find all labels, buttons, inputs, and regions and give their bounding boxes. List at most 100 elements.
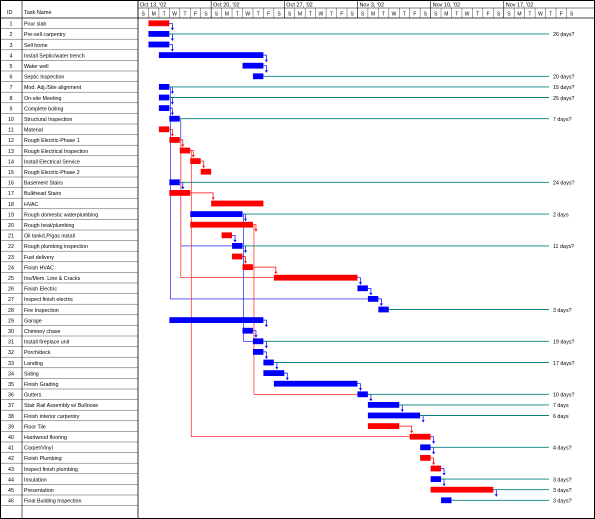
task-bar[interactable] bbox=[430, 476, 442, 482]
table-row[interactable]: 30 Chimney chase bbox=[0, 329, 138, 337]
task-bar[interactable] bbox=[169, 179, 180, 186]
task-bar[interactable] bbox=[367, 296, 379, 302]
day-letter: S bbox=[277, 12, 281, 18]
table-row[interactable]: 21 Oil tank/LP/gas install bbox=[0, 234, 138, 241]
table-row[interactable]: 29 Garage bbox=[0, 318, 138, 326]
task-bar[interactable] bbox=[242, 62, 264, 69]
table-row[interactable]: 40 Hardwood flooring bbox=[0, 435, 138, 443]
task-bar[interactable] bbox=[367, 402, 400, 408]
table-row[interactable]: 3 Sell home bbox=[0, 43, 138, 50]
table-row[interactable]: 12 Rough Electric-Phase 1 bbox=[0, 138, 138, 146]
table-row[interactable]: 4 Install Septic/water trench bbox=[0, 53, 138, 61]
critical-task-bar[interactable] bbox=[430, 465, 442, 472]
task-bar[interactable] bbox=[263, 359, 274, 366]
table-row[interactable]: 9 Complete boiling bbox=[0, 106, 138, 114]
table-row[interactable]: 20 Rough heat/plumbing bbox=[0, 223, 138, 231]
table-row[interactable]: 38 Finish interior carpentry bbox=[0, 414, 138, 421]
task-name: Inspect finish electric bbox=[24, 297, 74, 303]
task-bar[interactable] bbox=[357, 285, 368, 292]
table-row[interactable]: 13 Rough Electrical Inspection bbox=[0, 149, 138, 156]
table-row[interactable]: 28 Fire Inspection bbox=[0, 308, 138, 315]
task-bar[interactable] bbox=[357, 391, 368, 398]
table-row[interactable]: 27 Inspect finish electric bbox=[0, 297, 138, 305]
table-row[interactable]: 35 Finish Grading bbox=[0, 382, 138, 390]
table-row[interactable]: 11 Material bbox=[0, 128, 138, 135]
task-name: Chimney chase bbox=[24, 329, 61, 335]
task-bar[interactable] bbox=[158, 52, 264, 58]
table-row[interactable]: 7 Mod. Adj./Site alignment bbox=[0, 85, 138, 93]
table-row[interactable]: 5 Water well bbox=[0, 64, 138, 72]
table-row[interactable]: 43 Inspect finish plumbing bbox=[0, 467, 138, 474]
table-row[interactable]: 1 Pour slab bbox=[0, 22, 138, 29]
task-bar[interactable] bbox=[242, 327, 253, 334]
critical-task-bar[interactable] bbox=[242, 264, 253, 270]
table-row[interactable]: 14 Install Electrical Service bbox=[0, 159, 138, 167]
table-row[interactable]: 31 Install fireplace unit bbox=[0, 340, 138, 347]
table-row[interactable]: 26 Finish Electric bbox=[0, 287, 138, 294]
task-bar[interactable] bbox=[252, 349, 264, 355]
critical-task-bar[interactable] bbox=[430, 486, 494, 493]
table-row[interactable]: 2 Pre-sell carpentry bbox=[0, 32, 138, 40]
task-bar[interactable] bbox=[441, 497, 452, 504]
critical-task-bar[interactable] bbox=[179, 147, 191, 154]
task-bar[interactable] bbox=[148, 41, 170, 48]
table-row[interactable]: 32 Porch/deck bbox=[0, 350, 138, 358]
table-row[interactable]: 24 Finish HVAC bbox=[0, 265, 138, 273]
task-bar[interactable] bbox=[158, 84, 170, 90]
table-row[interactable]: 16 Basement Stairs bbox=[0, 181, 138, 188]
table-row[interactable]: 17 Bulkhead Stairs bbox=[0, 191, 138, 199]
critical-task-bar[interactable] bbox=[221, 232, 233, 239]
task-bar[interactable] bbox=[232, 243, 243, 249]
critical-task-bar[interactable] bbox=[232, 253, 243, 260]
table-row[interactable]: 15 Rough Electric-Phase 2 bbox=[0, 170, 138, 178]
critical-task-bar[interactable] bbox=[273, 274, 358, 281]
critical-task-bar[interactable] bbox=[409, 433, 431, 440]
task-bar[interactable] bbox=[169, 115, 180, 122]
slack-label: 15 days? bbox=[553, 85, 575, 91]
dependency-arrow bbox=[181, 186, 185, 190]
table-row[interactable]: 18 HVAC bbox=[0, 202, 138, 209]
table-row[interactable]: 10 Structural Inspection bbox=[0, 117, 138, 125]
critical-task-bar[interactable] bbox=[211, 200, 264, 207]
table-row[interactable]: 44 Insulation bbox=[0, 477, 138, 485]
table-row[interactable]: 25 Ins/Mem. Line & Cracks bbox=[0, 276, 138, 284]
critical-task-bar[interactable] bbox=[420, 455, 431, 461]
task-bar[interactable] bbox=[367, 412, 421, 419]
table-row[interactable]: 19 Rough domestic waterplumbing bbox=[0, 212, 138, 220]
critical-task-bar[interactable] bbox=[190, 221, 253, 228]
critical-task-bar[interactable] bbox=[169, 137, 180, 143]
table-row[interactable]: 33 Landing bbox=[0, 361, 138, 368]
task-name: Septic Inspection bbox=[24, 75, 64, 81]
table-row[interactable]: 8 On-site Meeting bbox=[0, 96, 138, 103]
task-bar[interactable] bbox=[252, 73, 264, 80]
table-row[interactable]: 36 Gutters bbox=[0, 393, 138, 400]
task-bar[interactable] bbox=[252, 338, 264, 345]
table-row[interactable]: 45 Presentation bbox=[0, 488, 138, 496]
task-bar[interactable] bbox=[190, 211, 243, 217]
table-row[interactable]: 46 Final Building Inspection bbox=[0, 499, 138, 506]
task-name: Ins/Mem. Line & Cracks bbox=[24, 276, 81, 282]
critical-task-bar[interactable] bbox=[169, 190, 191, 196]
critical-task-bar[interactable] bbox=[158, 126, 170, 133]
table-row[interactable]: 23 Fuel delivery bbox=[0, 255, 138, 262]
table-row[interactable]: 34 Siding bbox=[0, 371, 138, 379]
task-bar[interactable] bbox=[420, 444, 431, 451]
table-row[interactable]: 22 Rough plumbing inspection bbox=[0, 244, 138, 252]
table-row[interactable]: 41 Carpet/Vinyl bbox=[0, 446, 138, 453]
task-bar[interactable] bbox=[148, 31, 170, 37]
task-bar[interactable] bbox=[273, 380, 358, 387]
table-row[interactable]: 37 Stair Rail Assembly w/ Bullnose bbox=[0, 403, 138, 411]
task-bar[interactable] bbox=[158, 94, 170, 101]
table-row[interactable]: 42 Finish Plumbing bbox=[0, 456, 138, 464]
table-row[interactable]: 39 Floor Tile bbox=[0, 424, 138, 432]
critical-task-bar[interactable] bbox=[148, 20, 170, 27]
task-bar[interactable] bbox=[263, 370, 285, 376]
task-bar[interactable] bbox=[378, 306, 389, 313]
table-row[interactable]: 6 Septic Inspection bbox=[0, 75, 138, 82]
task-bar[interactable] bbox=[158, 105, 170, 111]
critical-task-bar[interactable] bbox=[190, 158, 201, 164]
task-bar[interactable] bbox=[169, 317, 264, 323]
critical-task-bar[interactable] bbox=[367, 423, 400, 429]
critical-task-bar[interactable] bbox=[200, 168, 212, 175]
dependency-arrow bbox=[243, 250, 248, 253]
